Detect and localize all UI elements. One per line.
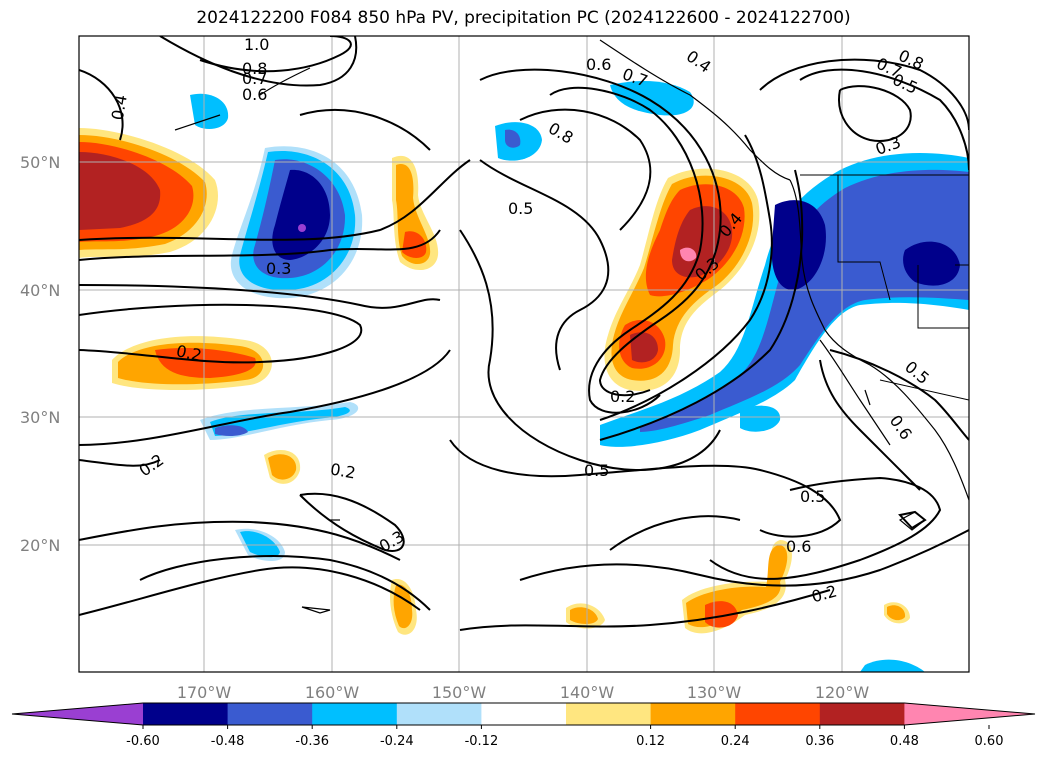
colorbar-segment [566,703,652,725]
colorbar-tick-label: 0.24 [721,734,750,749]
colorbar-extend-low [12,703,143,725]
borders [800,174,969,401]
colorbar-segment [650,703,736,725]
colorbar-segment [481,703,567,725]
svg-text:0.2: 0.2 [329,459,357,482]
map-title: 2024122200 F084 850 hPa PV, precipitatio… [196,8,851,28]
svg-text:0.6: 0.6 [586,55,611,74]
svg-text:0.3: 0.3 [266,259,291,278]
lon-label: 170°W [177,683,232,702]
svg-text:0.7: 0.7 [242,69,267,88]
lat-label: 30°N [20,408,60,427]
longitude-labels: 170°W 160°W 150°W 140°W 130°W 120°W [177,683,870,702]
lat-label: 40°N [20,281,60,300]
svg-text:0.5: 0.5 [508,199,533,218]
colorbar-segment [819,703,905,725]
svg-text:0.8: 0.8 [242,59,267,78]
colorbar-segment [227,703,313,725]
svg-text:0.2: 0.2 [175,341,204,365]
colorbar-segment [312,703,398,725]
colorbar-segment [735,703,821,725]
colorbar-tick-label: -0.24 [380,734,414,749]
svg-text:0.6: 0.6 [242,85,267,104]
colorbar-tick-label: 0.48 [890,734,919,749]
colorbar-tick-label: 0.12 [636,734,665,749]
colorbar-tick-label: 0.36 [805,734,834,749]
colorbar-extend-high [904,703,1035,725]
colorbar: -0.60 -0.48 -0.36 -0.24 -0.12 0.12 0.24 0.36 0.4… [11,702,1036,749]
map-gridlines [79,36,969,672]
svg-text:0.5: 0.5 [800,487,825,506]
pv-contours [79,36,969,631]
lat-label: 20°N [20,536,60,555]
svg-text:0.2: 0.2 [610,387,635,406]
colorbar-tick-label: -0.12 [465,734,499,749]
lon-label: 160°W [305,683,360,702]
latitude-labels: 50°N 40°N 30°N 20°N [20,153,60,555]
svg-text:1.0: 1.0 [244,35,269,54]
svg-text:0.4: 0.4 [108,93,131,121]
colorbar-tick-label: 0.60 [975,734,1004,749]
svg-text:0.6: 0.6 [786,537,811,556]
lon-label: 130°W [687,683,742,702]
svg-text:0.5: 0.5 [584,461,609,480]
lon-label: 140°W [560,683,615,702]
colorbar-tick-label: -0.36 [295,734,329,749]
precipitation-shading [79,80,969,672]
colorbar-segment [396,703,482,725]
map-frame [78,35,970,673]
lon-label: 150°W [432,683,487,702]
colorbar-tick-label: -0.48 [211,734,245,749]
colorbar-segment [143,703,229,725]
lon-label: 120°W [815,683,870,702]
colorbar-tick-label: -0.60 [126,734,160,749]
lat-label: 50°N [20,153,60,172]
